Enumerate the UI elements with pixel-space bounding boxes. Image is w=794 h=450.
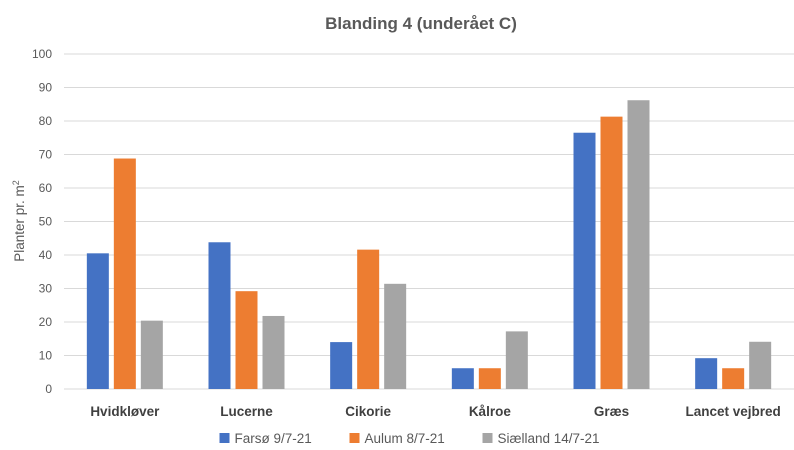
gridlines: [64, 53, 794, 390]
legend-swatch: [482, 433, 493, 443]
bar: [330, 342, 353, 389]
bar: [505, 331, 528, 389]
x-category-label: Lucerne: [220, 404, 273, 419]
x-category-label: Kålroe: [469, 404, 512, 419]
legend-label: Aulum 8/7-21: [365, 431, 445, 446]
bar: [208, 242, 231, 389]
x-category-label: Lancet vejbred: [686, 404, 781, 419]
y-axis-label-text: Planter pr. m: [12, 185, 27, 262]
bar: [600, 116, 623, 390]
x-category-label: Hvidkløver: [90, 404, 160, 419]
bar: [140, 320, 163, 389]
legend: Farsø 9/7-21 Aulum 8/7-21 Siælland 14/7-21: [219, 431, 600, 446]
legend-label: Siælland 14/7-21: [498, 431, 600, 446]
legend-swatch: [219, 433, 230, 443]
y-tick-label: 10: [39, 349, 53, 363]
y-tick-label: 80: [39, 114, 53, 128]
y-tick-label: 30: [39, 282, 53, 296]
x-category-label: Cikorie: [345, 404, 391, 419]
bar: [235, 291, 258, 389]
legend-label: Farsø 9/7-21: [235, 431, 312, 446]
legend-swatch: [349, 433, 360, 443]
x-category-label: Græs: [594, 404, 629, 419]
y-tick-label: 70: [39, 148, 53, 162]
x-axis-categories: Hvidkløver Lucerne Cikorie Kålroe Græs Lancet…: [90, 404, 780, 419]
y-axis-label: Planter pr. m2: [11, 180, 27, 262]
bar: [384, 283, 407, 389]
bar: [86, 253, 109, 389]
y-axis-label-superscript: 2: [11, 180, 21, 185]
bar: [262, 315, 285, 389]
y-tick-label: 50: [39, 215, 53, 229]
bar: [695, 358, 718, 389]
bar: [113, 158, 136, 389]
chart-title: Blanding 4 (underået C): [325, 14, 517, 33]
bar: [357, 249, 380, 389]
bar: [749, 341, 772, 389]
bars: [86, 100, 772, 390]
bar: [722, 368, 745, 389]
y-tick-label: 100: [32, 47, 52, 61]
bar: [573, 132, 596, 389]
bar: [627, 100, 650, 389]
y-tick-label: 90: [39, 81, 53, 95]
y-axis-ticks: 0 10 20 30 40 50 60 70 80 90 100: [32, 47, 52, 396]
y-tick-label: 20: [39, 315, 53, 329]
bar: [478, 368, 501, 389]
y-tick-label: 0: [45, 382, 52, 396]
y-tick-label: 60: [39, 181, 53, 195]
bar: [451, 368, 474, 389]
y-tick-label: 40: [39, 248, 53, 262]
